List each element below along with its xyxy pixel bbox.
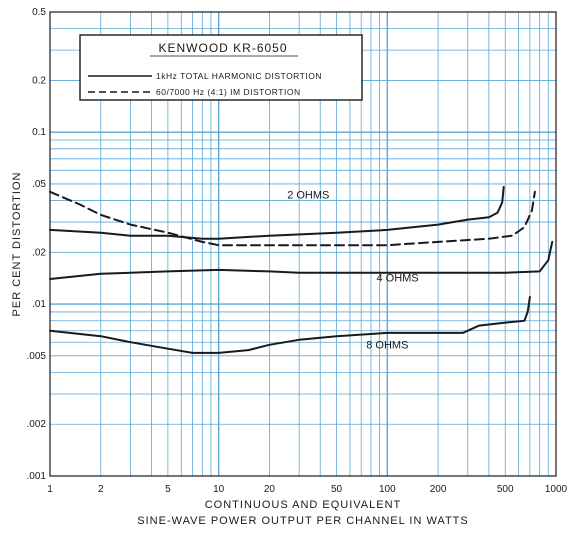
- x-tick-label: 20: [264, 484, 276, 495]
- x-tick-labels: 1 2 5 10 20 50 100 200 500 1000: [47, 484, 567, 495]
- series-thd-4-ohms: [49, 240, 554, 280]
- series-thd-2-ohms: [49, 186, 505, 240]
- y-tick-label: .01: [32, 299, 46, 310]
- curve-annotations: 2 OHMS 4 OHMS 8 OHMS: [287, 190, 418, 352]
- y-tick-label: .05: [32, 179, 46, 190]
- x-tick-label: 1000: [545, 484, 568, 495]
- series-thd-8-ohms: [49, 296, 531, 354]
- curve-label: 8 OHMS: [366, 340, 408, 352]
- x-tick-label: 1: [47, 484, 53, 495]
- legend-title: KENWOOD KR-6050: [158, 41, 287, 55]
- y-tick-label: .02: [32, 247, 46, 258]
- legend-entry-im: 60/7000 Hz (4:1) IM DISTORTION: [156, 87, 301, 97]
- x-tick-label: 5: [165, 484, 171, 495]
- y-tick-label: 0.2: [32, 75, 46, 86]
- x-tick-label: 500: [497, 484, 514, 495]
- series-im-distortion: [49, 190, 536, 247]
- x-axis-label-line2: SINE-WAVE POWER OUTPUT PER CHANNEL IN WA…: [137, 515, 468, 527]
- x-tick-label: 2: [98, 484, 104, 495]
- plot-frame: [49, 11, 557, 477]
- y-tick-labels: 0.5 0.2 0.1 .05 .02 .01 .005 .002 .001: [27, 7, 47, 482]
- y-tick-label: .005: [27, 351, 47, 362]
- y-axis-label: PER CENT DISTORTION: [11, 172, 23, 317]
- y-tick-label: 0.1: [32, 127, 46, 138]
- x-tick-label: 10: [213, 484, 225, 495]
- y-tick-label: 0.5: [32, 7, 46, 18]
- series: [49, 186, 554, 354]
- legend: KENWOOD KR-6050 1kHz TOTAL HARMONIC DIST…: [79, 34, 363, 101]
- x-tick-label: 50: [331, 484, 343, 495]
- legend-box: [79, 34, 363, 101]
- x-axis-label-line1: CONTINUOUS AND EQUIVALENT: [205, 499, 402, 511]
- curve-label: 2 OHMS: [287, 190, 329, 202]
- curve-label: 4 OHMS: [376, 273, 418, 285]
- legend-entry-thd: 1kHz TOTAL HARMONIC DISTORTION: [156, 71, 322, 81]
- x-tick-label: 200: [430, 484, 447, 495]
- y-tick-label: .002: [27, 419, 47, 430]
- y-tick-label: .001: [27, 471, 47, 482]
- x-tick-label: 100: [379, 484, 396, 495]
